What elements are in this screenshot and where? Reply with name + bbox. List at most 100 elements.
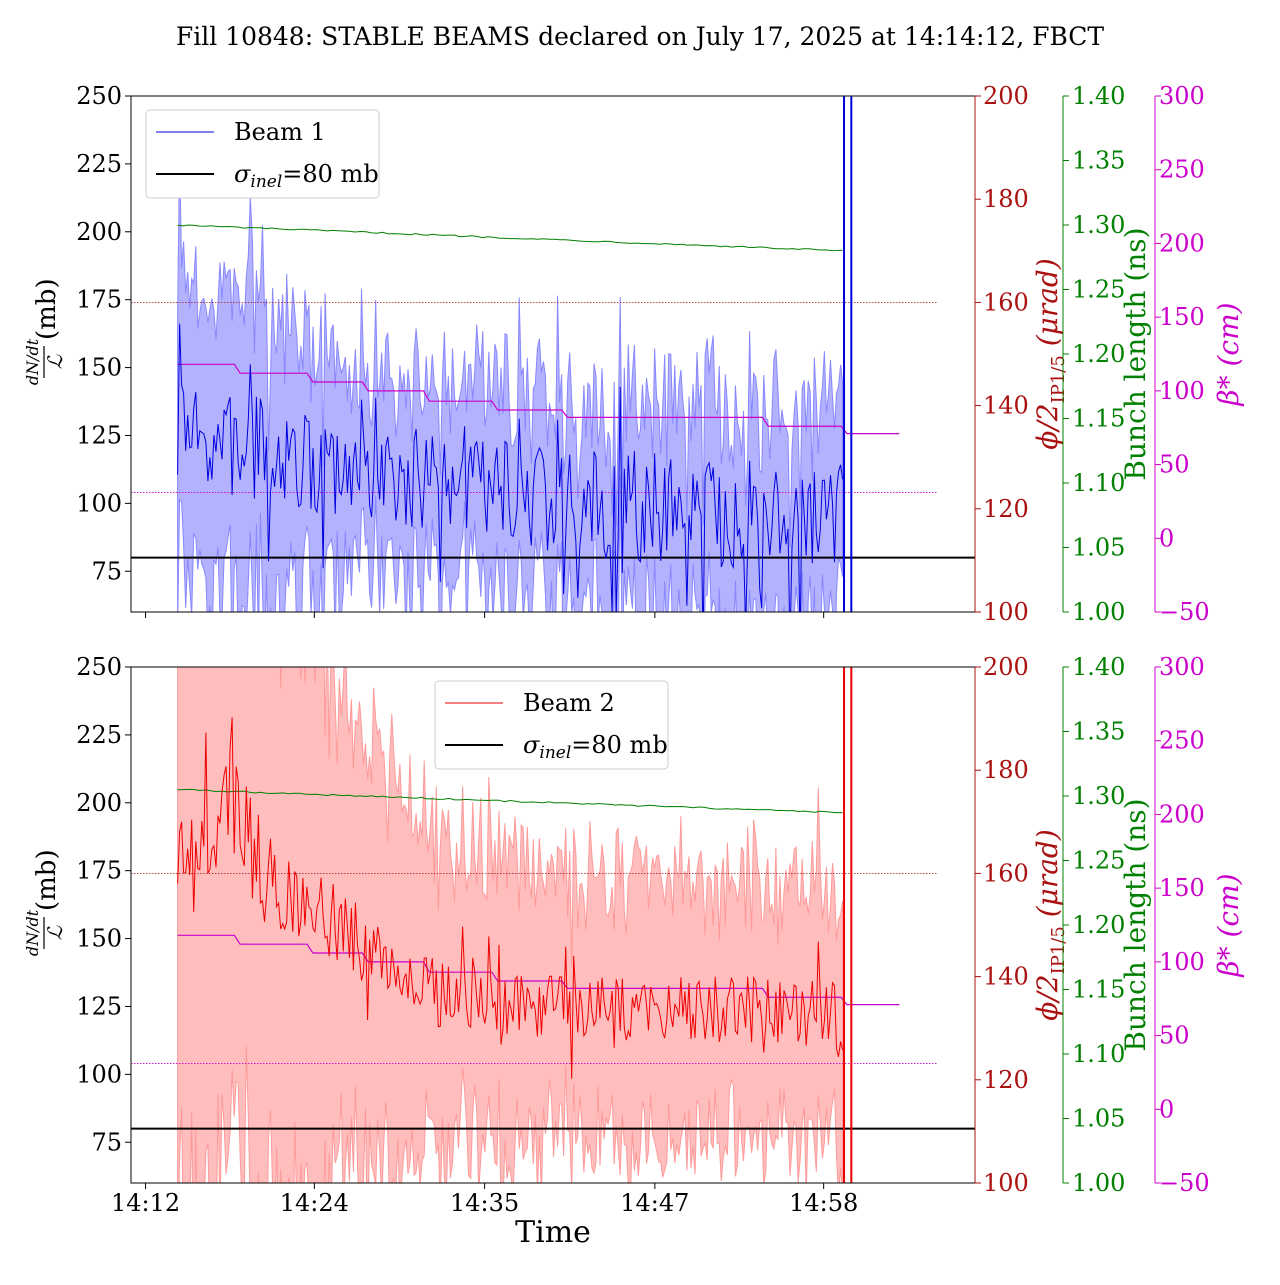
legend-sigma-label: σinel=80 mb <box>523 731 668 763</box>
bunch-length-label-text: Bunch length (ns) <box>1119 227 1152 480</box>
left-label-unit: (mb) <box>32 278 62 340</box>
beta-star-label-text: β* (cm) <box>1212 302 1245 406</box>
x-tick-label: 14:35 <box>450 1189 519 1217</box>
x-axis-label: Time <box>515 1215 591 1250</box>
bunch-length-label-text: Bunch length (ns) <box>1119 798 1152 1051</box>
bunch-length-tick-label: 1.05 <box>1072 534 1125 562</box>
left-tick-label: 150 <box>76 354 122 382</box>
bunch-length-tick-label: 1.40 <box>1072 82 1125 110</box>
crossing-angle-tick-label: 180 <box>983 756 1029 784</box>
left-tick-label: 225 <box>76 150 122 178</box>
crossing-angle-tick-label: 120 <box>983 495 1029 523</box>
crossing-angle-tick-label: 200 <box>983 653 1029 681</box>
bunch-length-tick-label: 1.25 <box>1072 276 1125 304</box>
beta-star-label-text: β* (cm) <box>1212 873 1245 977</box>
beta-star-tick-label: 300 <box>1159 653 1205 681</box>
left-tick-label: 175 <box>76 857 122 885</box>
beta-star-tick-label: 200 <box>1159 800 1205 828</box>
crossing-angle-tick-label: 200 <box>983 82 1029 110</box>
beta-star-tick-label: 100 <box>1159 948 1205 976</box>
beta-star-tick-label: 300 <box>1159 82 1205 110</box>
bunch-length-tick-label: 1.15 <box>1072 405 1125 433</box>
bunch-length-tick-label: 1.00 <box>1072 598 1125 626</box>
x-tick-label: 14:24 <box>280 1189 349 1217</box>
beta-star-tick-label: 50 <box>1159 451 1190 479</box>
beta-star-tick-label: 200 <box>1159 229 1205 257</box>
left-tick-label: 125 <box>76 992 122 1020</box>
beta-star-label: β* (cm) <box>1212 873 1245 977</box>
crossing-angle-tick-label: 120 <box>983 1066 1029 1094</box>
bunch-length-label: Bunch length (ns) <box>1119 227 1152 480</box>
beta-star-series <box>177 363 900 435</box>
left-tick-label: 150 <box>76 925 122 953</box>
uncertainty-band <box>177 147 844 612</box>
bunch-length-tick-label: 1.05 <box>1072 1105 1125 1133</box>
left-tick-label: 225 <box>76 721 122 749</box>
legend-beam-label: Beam 1 <box>234 118 326 146</box>
beam-series <box>177 717 844 1079</box>
left-tick-label: 250 <box>76 653 122 681</box>
beta-star-series <box>177 934 900 1006</box>
left-tick-label: 175 <box>76 286 122 314</box>
beta-star-tick-label: 0 <box>1159 524 1174 552</box>
bunch-length-tick-label: 1.00 <box>1072 1169 1125 1197</box>
beta-star-tick-label: 150 <box>1159 874 1205 902</box>
crossing-angle-tick-label: 100 <box>983 1169 1029 1197</box>
crossing-angle-tick-label: 160 <box>983 288 1029 316</box>
bunch-length-tick-label: 1.15 <box>1072 976 1125 1004</box>
plot-area <box>131 96 975 612</box>
bunch-length-tick-label: 1.10 <box>1072 469 1125 497</box>
bunch-length-tick-label: 1.40 <box>1072 653 1125 681</box>
crossing-angle-label-text: ϕ/2IP1/5 (μrad) <box>1031 829 1069 1021</box>
plot-area <box>131 667 975 1183</box>
left-tick-label: 200 <box>76 218 122 246</box>
panel-beam-1: 75 100 125 150 175 200 225 250 dN/dt ℒ (mb) 100 120 1… <box>23 82 1245 626</box>
left-tick-label: 200 <box>76 789 122 817</box>
bunch-length-tick-label: 1.35 <box>1072 718 1125 746</box>
bunch-length-tick-label: 1.20 <box>1072 340 1125 368</box>
beta-star-tick-label: 100 <box>1159 377 1205 405</box>
x-tick-label: 14:58 <box>789 1189 858 1217</box>
left-tick-label: 250 <box>76 82 122 110</box>
bunch-length-tick-label: 1.35 <box>1072 147 1125 175</box>
beta-star-tick-label: 150 <box>1159 303 1205 331</box>
left-label-unit: (mb) <box>32 849 62 911</box>
bunch-length-tick-label: 1.30 <box>1072 211 1125 239</box>
bunch-length-series <box>177 224 843 252</box>
x-tick-label: 14:47 <box>620 1189 689 1217</box>
left-axis-label: dN/dt ℒ (mb) <box>23 278 67 385</box>
crossing-angle-tick-label: 100 <box>983 598 1029 626</box>
crossing-angle-label: ϕ/2IP1/5 (μrad) <box>1031 258 1069 450</box>
left-tick-label: 100 <box>76 489 122 517</box>
beta-star-tick-label: 50 <box>1159 1022 1190 1050</box>
left-tick-label: 100 <box>76 1060 122 1088</box>
beta-star-tick-label: 0 <box>1159 1095 1174 1123</box>
left-label-denominator: ℒ <box>43 925 67 940</box>
beta-star-tick-label: −50 <box>1159 598 1210 626</box>
legend: Beam 1 σinel=80 mb <box>145 109 380 199</box>
crossing-angle-tick-label: 160 <box>983 859 1029 887</box>
left-tick-label: 75 <box>91 1128 122 1156</box>
beta-star-tick-label: 250 <box>1159 156 1205 184</box>
beta-star-tick-label: 250 <box>1159 727 1205 755</box>
left-label-numerator: dN/dt <box>23 909 42 956</box>
bunch-length-tick-label: 1.25 <box>1072 847 1125 875</box>
legend-beam-label: Beam 2 <box>523 689 615 717</box>
beta-star-tick-label: −50 <box>1159 1169 1210 1197</box>
bunch-length-tick-label: 1.20 <box>1072 911 1125 939</box>
left-tick-label: 125 <box>76 421 122 449</box>
x-tick-label: 14:12 <box>111 1189 180 1217</box>
left-label-denominator: ℒ <box>43 354 67 369</box>
bunch-length-label: Bunch length (ns) <box>1119 798 1152 1051</box>
crossing-angle-tick-label: 180 <box>983 185 1029 213</box>
left-label-numerator: dN/dt <box>23 338 42 385</box>
left-tick-label: 75 <box>91 557 122 585</box>
left-axis-label: dN/dt ℒ (mb) <box>23 849 67 956</box>
crossing-angle-label: ϕ/2IP1/5 (μrad) <box>1031 829 1069 1021</box>
beta-star-label: β* (cm) <box>1212 302 1245 406</box>
panel-beam-2: 75 100 125 150 175 200 225 250 dN/dt ℒ (mb) 100 120 1… <box>23 653 1245 1217</box>
crossing-angle-tick-label: 140 <box>983 963 1029 991</box>
bunch-length-tick-label: 1.30 <box>1072 782 1125 810</box>
